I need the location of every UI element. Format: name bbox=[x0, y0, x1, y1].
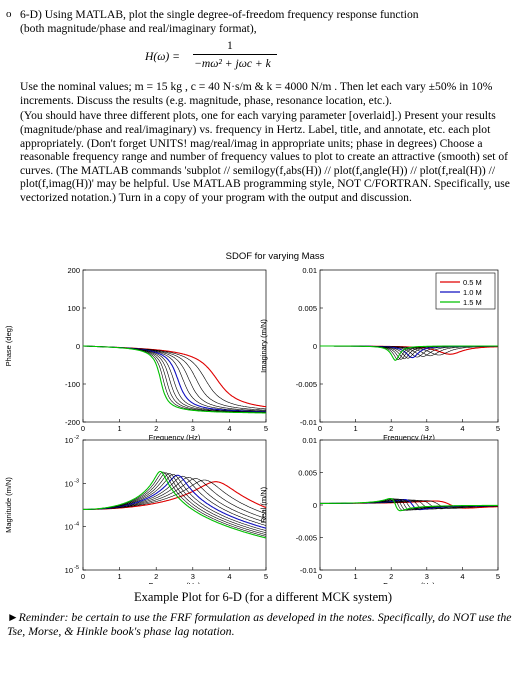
x-tick-label-mag: 4 bbox=[227, 572, 231, 581]
x-tick-label-mag: 0 bbox=[81, 572, 85, 581]
y-tick-label-imag: 0.005 bbox=[298, 304, 317, 313]
x-tick-label-real: 0 bbox=[318, 572, 322, 581]
y-tick-label-phase: -100 bbox=[65, 380, 80, 389]
y-tick-label-real: -0.005 bbox=[296, 534, 317, 543]
y-tick-exponent-mag: -4 bbox=[74, 522, 79, 528]
panel-real-axes bbox=[319, 439, 499, 571]
x-tick-label-mag: 1 bbox=[118, 572, 122, 581]
series-line-real-1.5 bbox=[320, 497, 498, 512]
y-tick-label-phase: 200 bbox=[67, 266, 80, 275]
x-tick-label-phase: 3 bbox=[191, 424, 195, 433]
heading-line-1: 6-D) Using MATLAB, plot the single degre… bbox=[20, 8, 419, 21]
reminder-note: ►Reminder: be certain to use the FRF for… bbox=[7, 610, 512, 638]
y-tick-label-mag: 10 bbox=[65, 566, 73, 575]
x-axis-label-mag: Frequency (Hz) bbox=[149, 581, 201, 584]
x-tick-label-real: 5 bbox=[496, 572, 500, 581]
y-axis-label-phase: Phase (deg) bbox=[4, 325, 13, 366]
x-tick-label-real: 4 bbox=[460, 572, 464, 581]
x-tick-label-mag: 3 bbox=[191, 572, 195, 581]
y-tick-label-mag: 10 bbox=[65, 479, 73, 488]
legend-box bbox=[435, 272, 496, 310]
x-axis-label-phase: Frequency (Hz) bbox=[149, 433, 201, 442]
x-tick-label-mag: 5 bbox=[264, 572, 268, 581]
y-axis-label-mag: Magnitude (m/N) bbox=[4, 477, 13, 533]
y-tick-label-real: 0.01 bbox=[302, 436, 317, 445]
y-tick-label-phase: 0 bbox=[76, 342, 80, 351]
y-tick-label-phase: -200 bbox=[65, 418, 80, 427]
x-tick-label-real: 1 bbox=[354, 572, 358, 581]
figure: SDOF for varying Mass 0 1 2 3 4 5 Frequency (H… bbox=[0, 244, 526, 590]
x-tick-label-mag: 2 bbox=[154, 572, 158, 581]
figure-suptitle: SDOF for varying Mass bbox=[226, 251, 325, 262]
y-tick-exponent-mag: -2 bbox=[74, 435, 79, 441]
y-tick-exponent-mag: -3 bbox=[74, 478, 79, 484]
legend-label-1: 1.0 M bbox=[463, 288, 482, 297]
equation-lhs: H(ω) = bbox=[145, 50, 181, 64]
legend-label-0: 0.5 M bbox=[463, 278, 482, 287]
x-tick-label-imag: 3 bbox=[425, 424, 429, 433]
heading-line-2: (both magnitude/phase and real/imaginary… bbox=[20, 21, 257, 35]
y-tick-label-imag: -0.01 bbox=[300, 418, 317, 427]
figure-caption: Example Plot for 6-D (for a different MC… bbox=[133, 590, 393, 604]
equation-denominator: −mω² + jωc + k bbox=[194, 57, 271, 71]
x-tick-label-imag: 0 bbox=[318, 424, 322, 433]
x-tick-label-phase: 2 bbox=[154, 424, 158, 433]
y-axis-label-imag: Imaginary (m/N) bbox=[259, 319, 268, 373]
y-tick-label-real: 0.005 bbox=[298, 469, 317, 478]
y-tick-label-mag: 10 bbox=[65, 523, 73, 532]
series-line-mag-1.5 bbox=[83, 470, 267, 539]
fraction-bar bbox=[193, 54, 277, 56]
x-tick-label-imag: 2 bbox=[389, 424, 393, 433]
panel-phase-axes bbox=[82, 269, 267, 423]
y-tick-label-imag: 0.01 bbox=[302, 266, 317, 275]
paragraph-instructions: (You should have three different plots, … bbox=[20, 109, 510, 204]
x-tick-label-imag: 1 bbox=[354, 424, 358, 433]
frf-equation: H(ω) = 1 −mω² + jωc + k bbox=[20, 38, 516, 78]
series-line-phase-1.5 bbox=[83, 345, 266, 414]
y-tick-exponent-mag: -5 bbox=[74, 565, 79, 571]
x-axis-label-real: Frequency (Hz) bbox=[383, 581, 435, 584]
y-tick-label-phase: 100 bbox=[67, 304, 80, 313]
legend-label-2: 1.5 M bbox=[463, 298, 482, 307]
y-tick-label-real: -0.01 bbox=[300, 566, 317, 575]
series-line-imag-1.5 bbox=[320, 345, 498, 361]
paragraph-nominal-values: Use the nominal values; m = 15 kg , c = … bbox=[20, 80, 493, 107]
y-tick-label-imag: -0.005 bbox=[296, 380, 317, 389]
x-tick-label-real: 3 bbox=[425, 572, 429, 581]
problem-heading: o 6-D) Using MATLAB, plot the single deg… bbox=[6, 8, 516, 35]
equation-numerator: 1 bbox=[227, 39, 233, 53]
x-axis-label-imag: Frequency (Hz) bbox=[383, 433, 435, 442]
x-tick-label-imag: 4 bbox=[460, 424, 464, 433]
y-axis-label-real: Real (m/N) bbox=[259, 486, 268, 523]
y-tick-label-mag: 10 bbox=[65, 436, 73, 445]
x-tick-label-phase: 1 bbox=[118, 424, 122, 433]
x-tick-label-phase: 4 bbox=[227, 424, 231, 433]
figure-svg: SDOF for varying Mass 0 1 2 3 4 5 Frequency (H… bbox=[4, 251, 500, 590]
y-tick-label-real: 0 bbox=[313, 501, 317, 510]
x-tick-label-phase: 5 bbox=[264, 424, 268, 433]
y-tick-label-imag: 0 bbox=[313, 342, 317, 351]
problem-text: o 6-D) Using MATLAB, plot the single deg… bbox=[6, 8, 516, 207]
x-tick-label-real: 2 bbox=[389, 572, 393, 581]
bullet-icon: o bbox=[6, 8, 12, 20]
x-tick-label-phase: 0 bbox=[81, 424, 85, 433]
x-tick-label-imag: 5 bbox=[496, 424, 500, 433]
panel-mag-axes bbox=[82, 439, 267, 571]
